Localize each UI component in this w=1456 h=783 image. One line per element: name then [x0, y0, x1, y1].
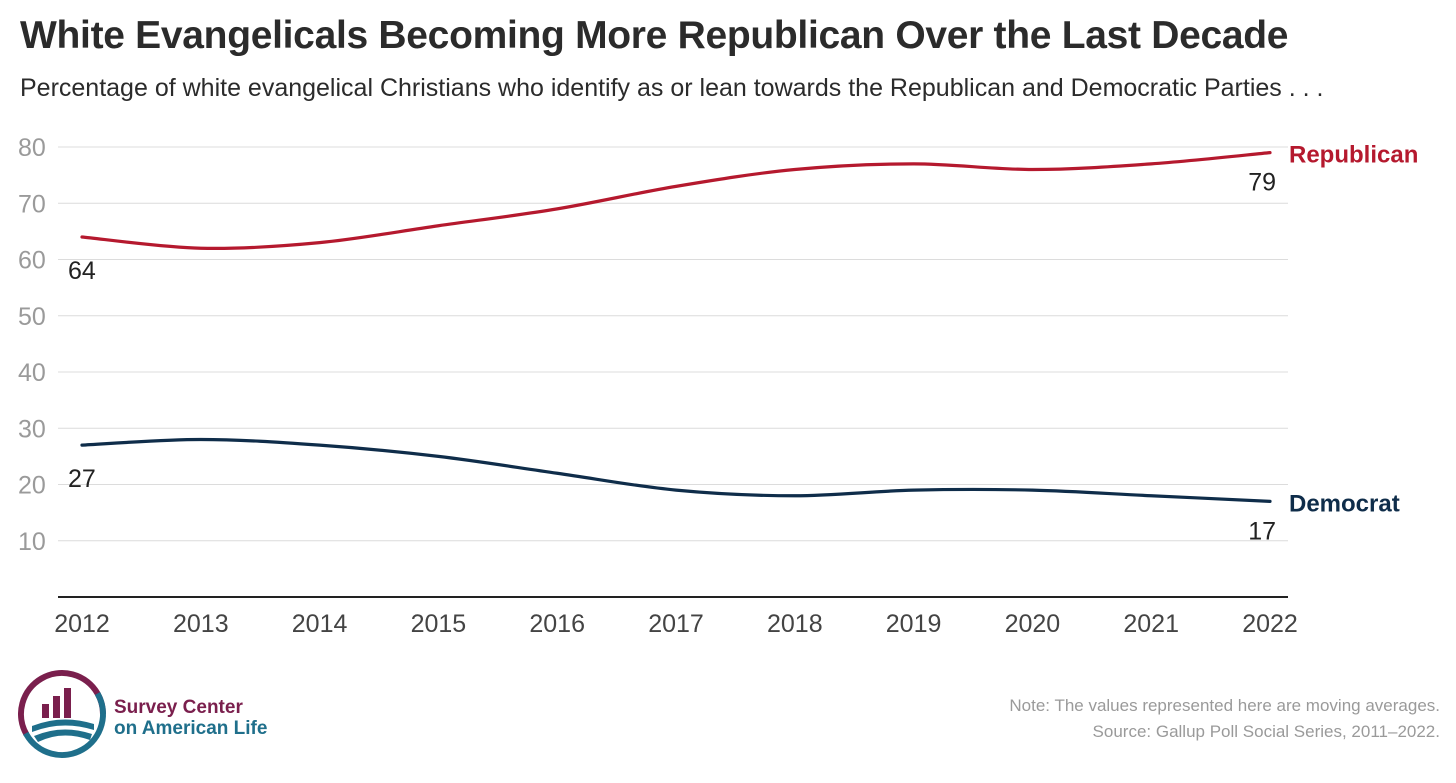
democrat-series-name-label: Democrat [1289, 490, 1400, 517]
y-tick-label: 80 [18, 134, 46, 162]
republican-data-point [793, 168, 797, 172]
x-tick-label: 2021 [1123, 610, 1179, 638]
chart-subtitle: Percentage of white evangelical Christia… [20, 74, 1324, 102]
x-tick-label: 2013 [173, 610, 229, 638]
logo-line-1: Survey Center [114, 697, 243, 718]
democrat-data-point [555, 471, 559, 475]
y-tick-label: 60 [18, 247, 46, 275]
y-tick-label: 70 [18, 190, 46, 218]
logo-line-2: on American Life [114, 718, 268, 739]
x-tick-label: 2017 [648, 610, 704, 638]
democrat-data-point [912, 488, 916, 492]
y-tick-label: 30 [18, 415, 46, 443]
logo-wordmark: Survey Center on American Life [114, 697, 267, 739]
republican-series-name-label: Republican [1289, 142, 1418, 169]
footnote: Note: The values represented here are mo… [1009, 693, 1440, 745]
democrat-data-point [1030, 488, 1034, 492]
democrat-series-line [80, 437, 1272, 503]
x-tick-label: 2018 [767, 610, 823, 638]
y-tick-label: 40 [18, 359, 46, 387]
democrat-data-point [1149, 494, 1153, 498]
republican-data-point [80, 235, 84, 239]
democrat-data-point [793, 494, 797, 498]
democrat-end-value-label: 17 [1248, 517, 1276, 545]
republican-data-point [318, 241, 322, 245]
republican-data-point [674, 184, 678, 188]
x-tick-label: 2020 [1005, 610, 1061, 638]
republican-data-point [436, 224, 440, 228]
republican-data-point [1030, 168, 1034, 172]
republican-data-point [555, 207, 559, 211]
x-tick-label: 2016 [529, 610, 585, 638]
republican-end-value-label: 79 [1248, 169, 1276, 197]
republican-start-value-label: 64 [68, 257, 96, 285]
democrat-data-point [436, 454, 440, 458]
republican-data-point [1268, 151, 1272, 155]
y-tick-label: 20 [18, 472, 46, 500]
survey-center-logo-icon [18, 670, 106, 758]
republican-series-line [80, 151, 1272, 251]
democrat-data-point [318, 443, 322, 447]
note-text: Note: The values represented here are mo… [1009, 696, 1440, 715]
democrat-data-point [199, 438, 203, 442]
chart-title: White Evangelicals Becoming More Republi… [20, 14, 1289, 57]
x-tick-label: 2019 [886, 610, 942, 638]
source-text: Source: Gallup Poll Social Series, 2011–… [1092, 722, 1440, 741]
democrat-data-point [1268, 499, 1272, 503]
x-tick-label: 2022 [1242, 610, 1298, 638]
republican-data-point [199, 246, 203, 250]
republican-data-point [1149, 162, 1153, 166]
democrat-start-value-label: 27 [68, 465, 96, 493]
x-tick-label: 2014 [292, 610, 348, 638]
democrat-data-point [80, 443, 84, 447]
y-tick-label: 50 [18, 303, 46, 331]
democrat-data-point [674, 488, 678, 492]
line-chart: 10 20 30 40 50 60 70 80 2012 2013 2014 2015 2016 2017… [18, 134, 1418, 638]
x-tick-label: 2015 [411, 610, 467, 638]
republican-data-point [912, 162, 916, 166]
y-tick-label: 10 [18, 528, 46, 556]
x-tick-label: 2012 [54, 610, 110, 638]
